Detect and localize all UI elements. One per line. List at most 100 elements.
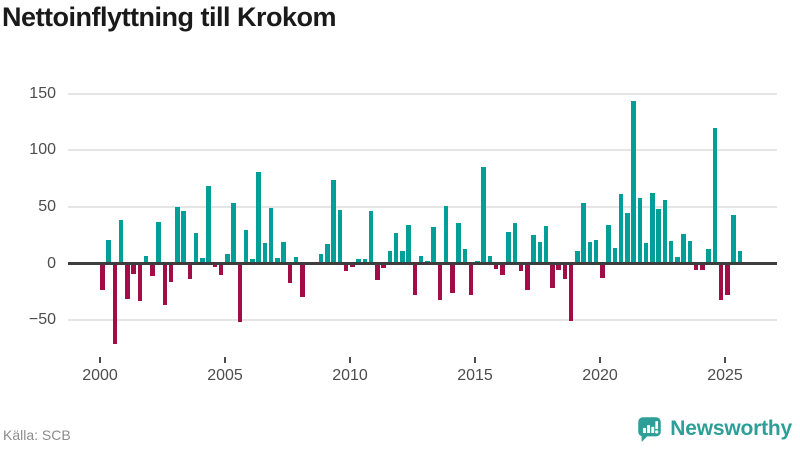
bar: [206, 186, 211, 264]
bar: [693, 263, 699, 271]
bar: [175, 206, 180, 264]
y-axis-label: −50: [28, 311, 56, 329]
bar: [193, 232, 199, 264]
bar: [156, 221, 161, 264]
bar: [231, 203, 236, 264]
bar: [450, 263, 455, 293]
newsworthy-wordmark: Newsworthy: [670, 416, 792, 440]
x-axis-tick: [349, 357, 351, 363]
bar: [131, 263, 136, 274]
bar: [343, 263, 349, 272]
bar: [250, 258, 255, 264]
bar: [225, 254, 230, 264]
bar: [518, 263, 524, 272]
bar: [400, 251, 405, 264]
x-axis-tick: [224, 357, 226, 363]
bar: [600, 263, 605, 279]
newsworthy-logo: Newsworthy: [636, 415, 792, 442]
bar: [675, 256, 680, 264]
bar: [581, 203, 586, 264]
bar: [162, 263, 168, 306]
bar: [737, 251, 743, 264]
bar: [606, 224, 611, 264]
source-caption: Källa: SCB: [3, 427, 71, 443]
bar: [150, 263, 155, 276]
bar: [712, 127, 718, 264]
y-axis-label: 150: [29, 84, 56, 102]
bar: [631, 101, 636, 264]
bar: [437, 263, 443, 300]
bar: [218, 263, 224, 275]
bar: [212, 263, 218, 267]
bar: [568, 263, 574, 322]
bar: [350, 263, 355, 267]
bar: [300, 263, 305, 298]
bar: [293, 256, 299, 264]
bar: [412, 263, 418, 296]
bar: [331, 179, 336, 264]
bar: [481, 167, 486, 264]
x-axis-label: 2020: [582, 367, 618, 384]
x-axis-label: 2005: [207, 367, 243, 384]
zero-line: [68, 262, 777, 265]
bar: [187, 263, 193, 280]
bar: [700, 263, 705, 271]
gridline: [68, 319, 777, 322]
bar: [362, 258, 368, 264]
bar: [393, 232, 399, 264]
bar: [356, 258, 361, 264]
bar: [112, 263, 118, 344]
bar: [593, 239, 599, 264]
bar: [431, 227, 436, 264]
bar: [281, 241, 286, 264]
x-axis-tick: [99, 357, 101, 363]
x-axis-label: 2025: [707, 367, 743, 384]
newsworthy-icon: [638, 417, 662, 442]
bar: [200, 257, 205, 264]
bar: [137, 263, 143, 301]
x-axis-label: 2000: [82, 367, 118, 384]
gridline: [68, 92, 777, 95]
y-axis-label: 50: [38, 197, 56, 215]
bar: [318, 254, 324, 264]
bar: [725, 263, 730, 296]
bar: [668, 240, 674, 264]
bar: [681, 234, 686, 264]
bar: [256, 171, 261, 264]
bar: [418, 255, 424, 264]
bar: [643, 243, 649, 264]
bar: [243, 229, 249, 264]
bar: [368, 211, 374, 264]
gridline: [68, 149, 777, 152]
bar: [543, 226, 549, 264]
bar: [556, 263, 561, 271]
bar: [562, 263, 568, 280]
bar: [456, 222, 461, 264]
bar: [525, 263, 530, 290]
bar: [237, 263, 243, 323]
bar: [493, 263, 499, 270]
bar: [487, 255, 493, 264]
x-axis-tick: [724, 357, 726, 363]
bar: [143, 255, 149, 264]
bar: [275, 257, 280, 264]
bar: [106, 239, 111, 264]
bar: [468, 263, 474, 296]
bar: [100, 263, 105, 290]
bar: [550, 263, 555, 289]
bar: [287, 263, 293, 283]
bar: [381, 263, 386, 269]
chart-title: Nettoinflyttning till Krokom: [2, 2, 336, 32]
bar: [506, 231, 511, 264]
bar: [662, 200, 668, 264]
gridline: [68, 205, 777, 208]
x-axis-label: 2015: [457, 367, 493, 384]
bar: [731, 214, 736, 264]
y-axis-label: 0: [47, 254, 56, 272]
x-axis-tick: [474, 357, 476, 363]
bar: [718, 263, 724, 300]
y-axis-label: 100: [29, 141, 56, 159]
bar: [618, 194, 624, 264]
bar: [637, 197, 643, 264]
bar: [268, 207, 274, 264]
